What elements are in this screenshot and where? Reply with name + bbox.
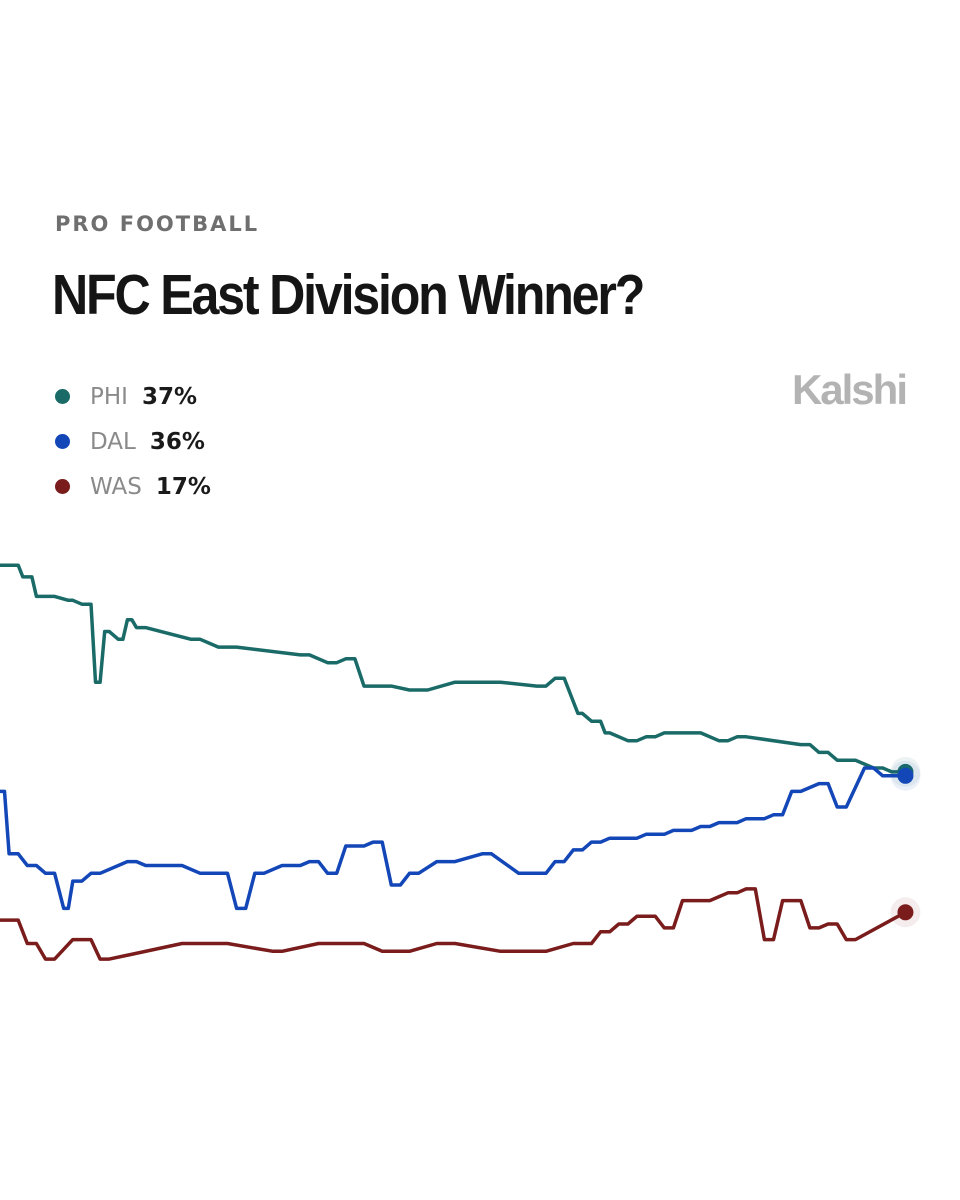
chart-title: NFC East Division Winner?: [52, 263, 645, 327]
series-line-was: [0, 887, 908, 961]
series-line-phi: [0, 563, 908, 774]
category-eyebrow: PRO FOOTBALL: [55, 212, 260, 236]
legend-name-was: WAS: [90, 473, 142, 500]
series-end-point-dal: [897, 767, 914, 784]
legend-item-phi: PHI 37%: [55, 374, 211, 419]
legend: PHI 37% DAL 36% WAS 17%: [55, 374, 211, 509]
legend-name-dal: DAL: [90, 428, 136, 455]
legend-dot-phi: [55, 389, 70, 404]
series-layer: [0, 563, 921, 961]
legend-item-was: WAS 17%: [55, 464, 211, 509]
legend-value-was: 17%: [155, 473, 211, 500]
legend-item-dal: DAL 36%: [55, 419, 211, 464]
legend-value-phi: 37%: [141, 383, 198, 410]
legend-name-phi: PHI: [90, 383, 128, 410]
legend-value-dal: 36%: [149, 428, 205, 455]
legend-dot-was: [55, 479, 70, 494]
series-line-dal: [0, 766, 908, 911]
series-end-point-was: [897, 904, 914, 921]
legend-dot-dal: [55, 434, 70, 449]
kalshi-logo: Kalshi: [791, 366, 908, 413]
